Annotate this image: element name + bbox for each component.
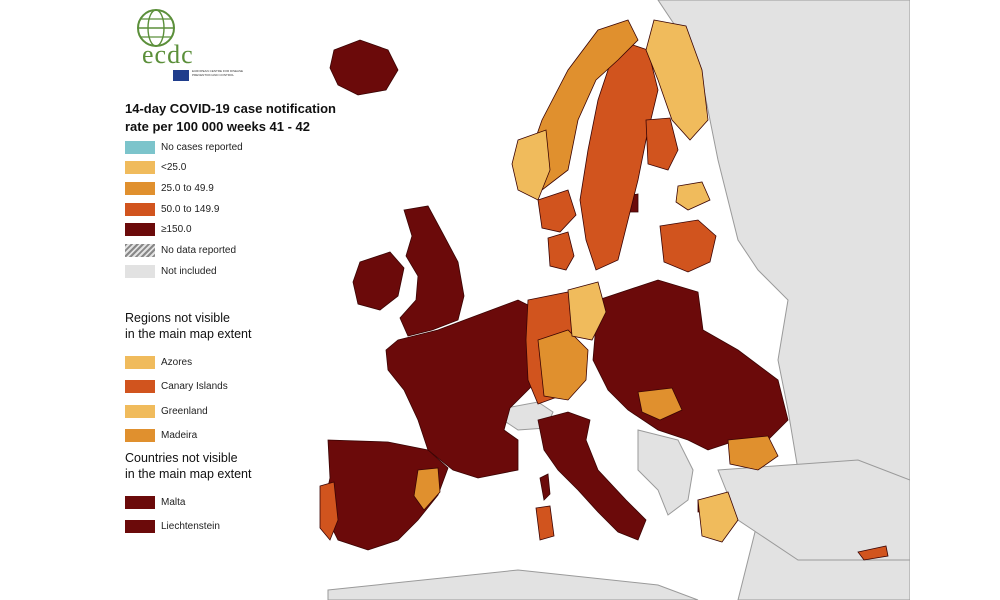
great-britain: [399, 205, 465, 337]
legend-category-swatch: [125, 161, 155, 175]
legend-category-label: 25.0 to 49.9: [161, 182, 214, 194]
legend-category-label: No data reported: [161, 245, 237, 256]
legend-region-swatch: [125, 404, 155, 418]
legend-category-row: Not included: [125, 263, 217, 279]
legend-panel: ecdc EUROPEAN CENTRE FOR DISEASE PREVENT…: [98, 0, 336, 600]
turkey: [717, 459, 910, 561]
europe-map: [319, 0, 910, 600]
regions-section-title: Regions not visible in the main map exte…: [125, 311, 252, 341]
legend-country-swatch: [125, 495, 155, 509]
sardinia: [535, 505, 555, 541]
legend-region-row: Greenland: [125, 403, 208, 419]
not-included-land: [327, 0, 910, 600]
legend-country-row: Malta: [125, 494, 185, 510]
cyprus: [857, 545, 889, 561]
medium-high-rate: [319, 39, 889, 561]
legend-region-swatch: [125, 380, 155, 393]
finland-north: [645, 19, 709, 141]
finland-south: [645, 117, 679, 171]
italy: [537, 411, 647, 541]
legend-category-row: No data reported: [125, 243, 236, 259]
france-benelux: [385, 299, 544, 479]
legend-region-swatch: [125, 429, 155, 442]
estonia: [675, 181, 711, 211]
norway-west: [511, 129, 551, 201]
countries-section-title: Countries not visible in the main map ex…: [125, 451, 252, 481]
legend-region-row: Azores: [125, 354, 192, 370]
romania-south: [727, 435, 779, 471]
greece-south: [697, 491, 739, 543]
legend-category-label: <25.0: [161, 162, 187, 174]
sweden: [579, 39, 659, 271]
legend-country-swatch: [125, 520, 155, 533]
corsica: [539, 473, 551, 501]
ecdc-logo: ecdc EUROPEAN CENTRE FOR DISEASE PREVENT…: [128, 6, 243, 81]
legend-category-row: 50.0 to 149.9: [125, 201, 219, 217]
denmark: [547, 231, 575, 271]
legend-country-label: Liechtenstein: [161, 521, 220, 532]
central-east-europe: [592, 279, 789, 451]
germany-east: [567, 281, 607, 341]
legend-region-label: Greenland: [161, 405, 208, 417]
legend-category-swatch: [125, 244, 155, 257]
balkans-grey: [637, 429, 694, 516]
legend-category-row: 25.0 to 49.9: [125, 180, 214, 196]
legend-country-row: Liechtenstein: [125, 519, 220, 535]
russia-region: [657, 0, 910, 600]
ireland: [352, 251, 405, 311]
croatia-hungary: [637, 387, 683, 421]
globe-icon: [137, 9, 175, 47]
legend-region-swatch: [125, 355, 155, 369]
legend-category-swatch: [125, 202, 155, 216]
legend-category-swatch: [125, 140, 155, 154]
logo-wordmark: ecdc: [142, 40, 194, 69]
eu-flag-icon: [173, 70, 189, 81]
legend-region-label: Madeira: [161, 430, 198, 441]
legend-category-swatch: [125, 223, 155, 237]
low-rate: [511, 19, 739, 543]
legend-category-label: No cases reported: [161, 141, 243, 153]
spain-east: [413, 467, 441, 511]
portugal: [319, 481, 339, 541]
germany-south: [537, 329, 589, 401]
norway-north: [527, 19, 639, 191]
iceland: [329, 39, 399, 96]
legend-category-swatch: [125, 181, 155, 195]
legend-region-row: Canary Islands: [125, 379, 228, 395]
legend-title: 14-day COVID-19 case notification rate p…: [125, 101, 336, 134]
norway-south: [537, 189, 577, 233]
legend-region-label: Azores: [161, 356, 193, 368]
legend-country-label: Malta: [161, 496, 186, 508]
legend-category-row: <25.0: [125, 160, 186, 176]
legend-category-label: ≥150.0: [161, 224, 192, 236]
legend-category-label: Not included: [161, 265, 217, 277]
legend-category-row: ≥150.0: [125, 222, 192, 238]
legend-region-row: Madeira: [125, 428, 197, 444]
legend-region-label: Canary Islands: [161, 381, 228, 392]
legend-category-label: 50.0 to 149.9: [161, 203, 220, 215]
lithuania: [659, 219, 717, 273]
map-area: [98, 0, 910, 600]
legend-category-swatch: [125, 264, 155, 278]
medium-rate: [413, 19, 779, 511]
legend-category-row: No cases reported: [125, 139, 243, 155]
logo-subtext: EUROPEAN CENTRE FOR DISEASE PREVENTION A…: [192, 69, 244, 77]
north-africa: [327, 569, 699, 600]
